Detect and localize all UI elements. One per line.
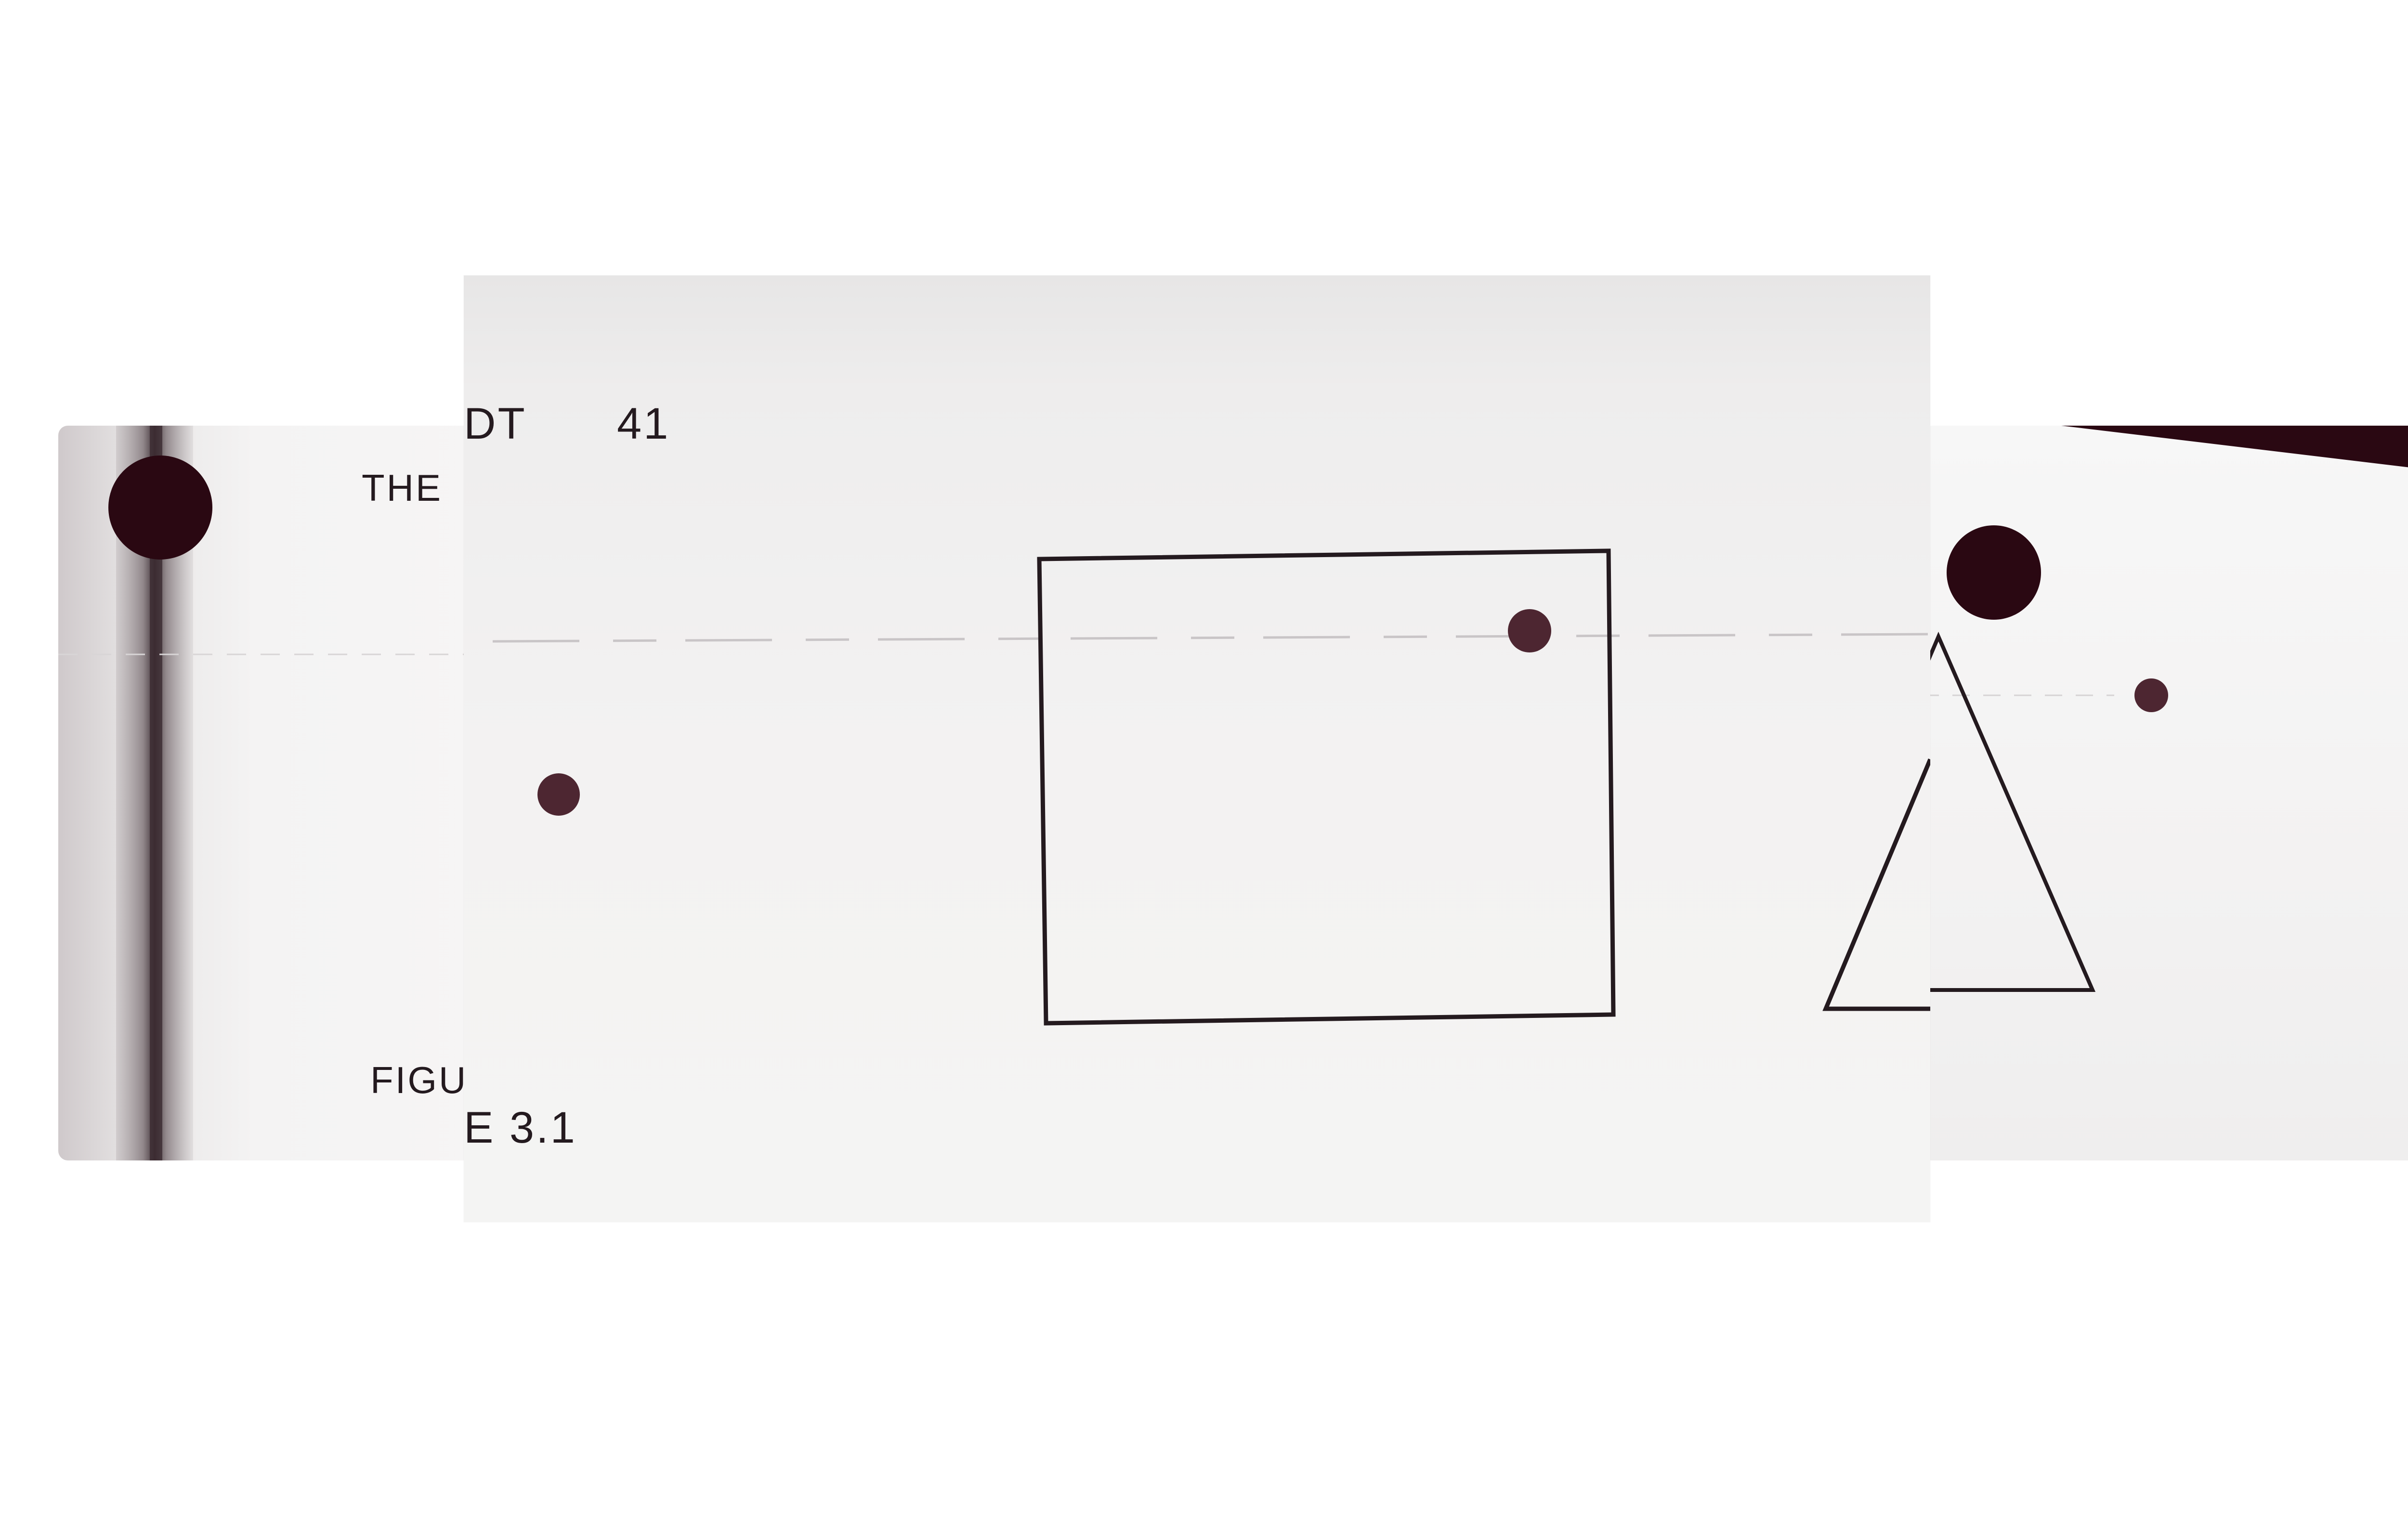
large-dot-icon [1947, 525, 2041, 620]
small-dot-icon [1508, 609, 1551, 652]
right-page-artwork [1922, 426, 2408, 992]
small-dot-icon [537, 773, 580, 816]
triangle-icon [1822, 758, 1930, 1011]
large-dot-icon [108, 456, 212, 560]
left-preview-card[interactable]: THE FIGU [58, 426, 492, 1160]
right-preview-card[interactable] [1922, 426, 2408, 1160]
faint-scan-line [492, 633, 1930, 643]
dark-corner-band [2061, 426, 2408, 468]
main-heading-fragment: DT [464, 399, 527, 448]
square-icon [1037, 548, 1616, 1026]
small-dot-icon [2134, 678, 2168, 712]
triangle-icon [1922, 631, 2096, 992]
main-page-artwork [492, 548, 1930, 1026]
left-page-artwork [58, 426, 492, 1160]
main-page-viewer[interactable]: DT 41 E 3.1 [464, 275, 1930, 1222]
left-caption-fragment: FIGU [370, 1059, 468, 1101]
left-heading-fragment: THE [362, 467, 443, 509]
main-page-number: 41 [617, 399, 670, 448]
main-caption-fragment: E 3.1 [464, 1103, 577, 1152]
